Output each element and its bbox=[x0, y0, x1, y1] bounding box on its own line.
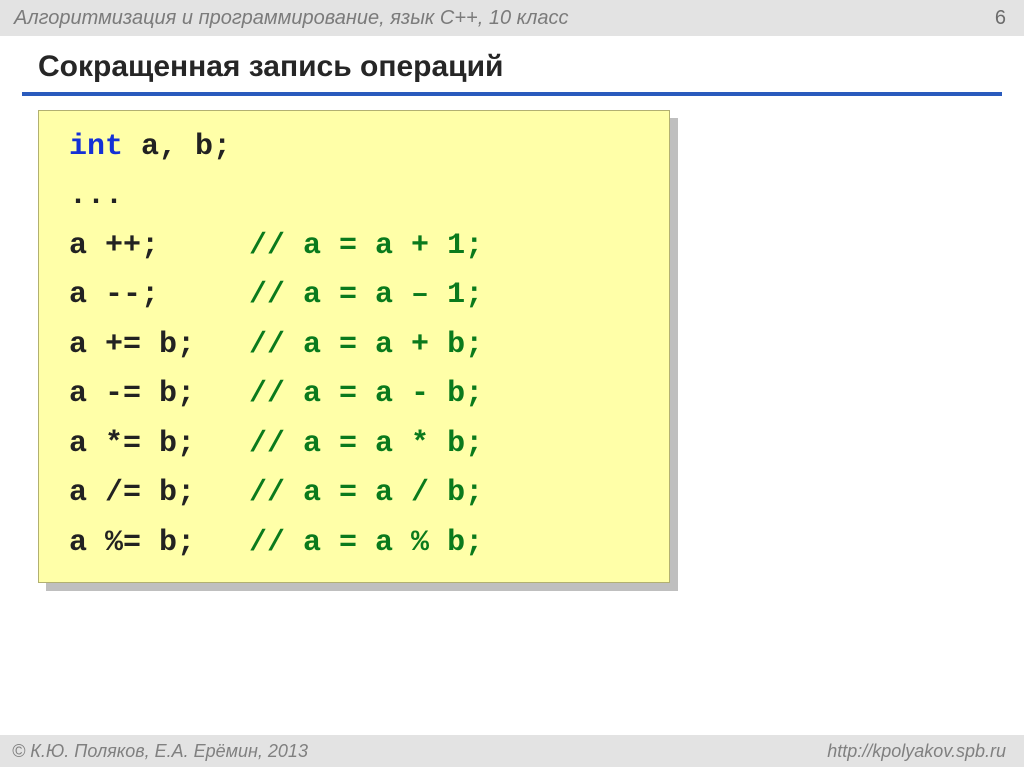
code-text: a ++; bbox=[69, 229, 249, 263]
code-comment: // a = a * b; bbox=[249, 427, 483, 461]
code-block: int a, b;...a ++; // a = a + 1;a --; // … bbox=[38, 110, 670, 584]
code-text: a += b; bbox=[69, 328, 249, 362]
code-line: a *= b; // a = a * b; bbox=[69, 420, 651, 470]
copyright: © К.Ю. Поляков, Е.А. Ерёмин, 2013 bbox=[12, 741, 308, 762]
code-text: a -= b; bbox=[69, 377, 249, 411]
code-keyword: int bbox=[69, 130, 123, 164]
code-content: int a, b;...a ++; // a = a + 1;a --; // … bbox=[38, 110, 670, 584]
code-text: a *= b; bbox=[69, 427, 249, 461]
title-underline bbox=[22, 92, 1002, 96]
code-text: a --; bbox=[69, 278, 249, 312]
code-line: ... bbox=[69, 172, 651, 222]
code-line: a --; // a = a – 1; bbox=[69, 271, 651, 321]
code-line: a /= b; // a = a / b; bbox=[69, 469, 651, 519]
code-comment: // a = a – 1; bbox=[249, 278, 483, 312]
code-comment: // a = a % b; bbox=[249, 526, 483, 560]
page-number: 6 bbox=[995, 7, 1006, 30]
code-line: a %= b; // a = a % b; bbox=[69, 519, 651, 569]
code-comment: // a = a + 1; bbox=[249, 229, 483, 263]
code-comment: // a = a + b; bbox=[249, 328, 483, 362]
footer-url: http://kpolyakov.spb.ru bbox=[827, 741, 1006, 762]
slide-title: Сокращенная запись операций bbox=[38, 50, 1024, 84]
code-comment: // a = a - b; bbox=[249, 377, 483, 411]
code-comment: // a = a / b; bbox=[249, 476, 483, 510]
course-title: Алгоритмизация и программирование, язык … bbox=[14, 7, 568, 30]
code-line: a ++; // a = a + 1; bbox=[69, 222, 651, 272]
code-text: a /= b; bbox=[69, 476, 249, 510]
header-bar: Алгоритмизация и программирование, язык … bbox=[0, 0, 1024, 36]
code-line: int a, b; bbox=[69, 123, 651, 173]
code-text: a %= b; bbox=[69, 526, 249, 560]
code-line: a += b; // a = a + b; bbox=[69, 321, 651, 371]
code-text: ... bbox=[69, 179, 123, 213]
footer-bar: © К.Ю. Поляков, Е.А. Ерёмин, 2013 http:/… bbox=[0, 735, 1024, 767]
code-line: a -= b; // a = a - b; bbox=[69, 370, 651, 420]
code-text: a, b; bbox=[123, 130, 231, 164]
